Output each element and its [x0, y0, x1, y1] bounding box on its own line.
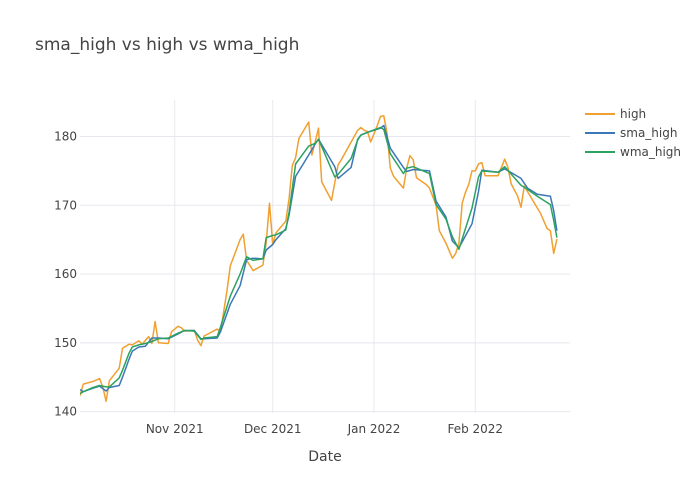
- y-tick-label: 140: [54, 405, 77, 419]
- y-tick-label: 160: [54, 267, 77, 281]
- y-tick-label: 150: [54, 336, 77, 350]
- x-axis-title: Date: [308, 449, 341, 465]
- y-tick-label: 170: [54, 198, 77, 212]
- x-tick-label: Jan 2022: [347, 422, 401, 436]
- x-axis-ticks: Nov 2021 Dec 2021 Jan 2022 Feb 2022: [146, 422, 503, 436]
- legend-label: high: [620, 107, 646, 121]
- legend-label: wma_high: [620, 145, 681, 159]
- series-line-wma-high: [80, 126, 558, 395]
- legend-item-wma-high[interactable]: wma_high: [585, 145, 681, 159]
- series-lines: [80, 115, 558, 403]
- y-axis-ticks: 140 150 160 170 180: [54, 129, 77, 418]
- x-tick-label: Feb 2022: [447, 422, 503, 436]
- legend-item-sma-high[interactable]: sma_high: [585, 126, 677, 140]
- grid-lines: [80, 100, 570, 413]
- series-line-high: [80, 115, 558, 403]
- legend-item-high[interactable]: high: [585, 107, 646, 121]
- chart-title: sma_high vs high vs wma_high: [35, 35, 299, 55]
- y-tick-label: 180: [54, 129, 77, 143]
- legend-label: sma_high: [620, 126, 677, 140]
- series-line-sma-high: [80, 124, 558, 393]
- legend[interactable]: high sma_high wma_high: [585, 107, 681, 159]
- x-tick-label: Nov 2021: [146, 422, 204, 436]
- x-tick-label: Dec 2021: [244, 422, 302, 436]
